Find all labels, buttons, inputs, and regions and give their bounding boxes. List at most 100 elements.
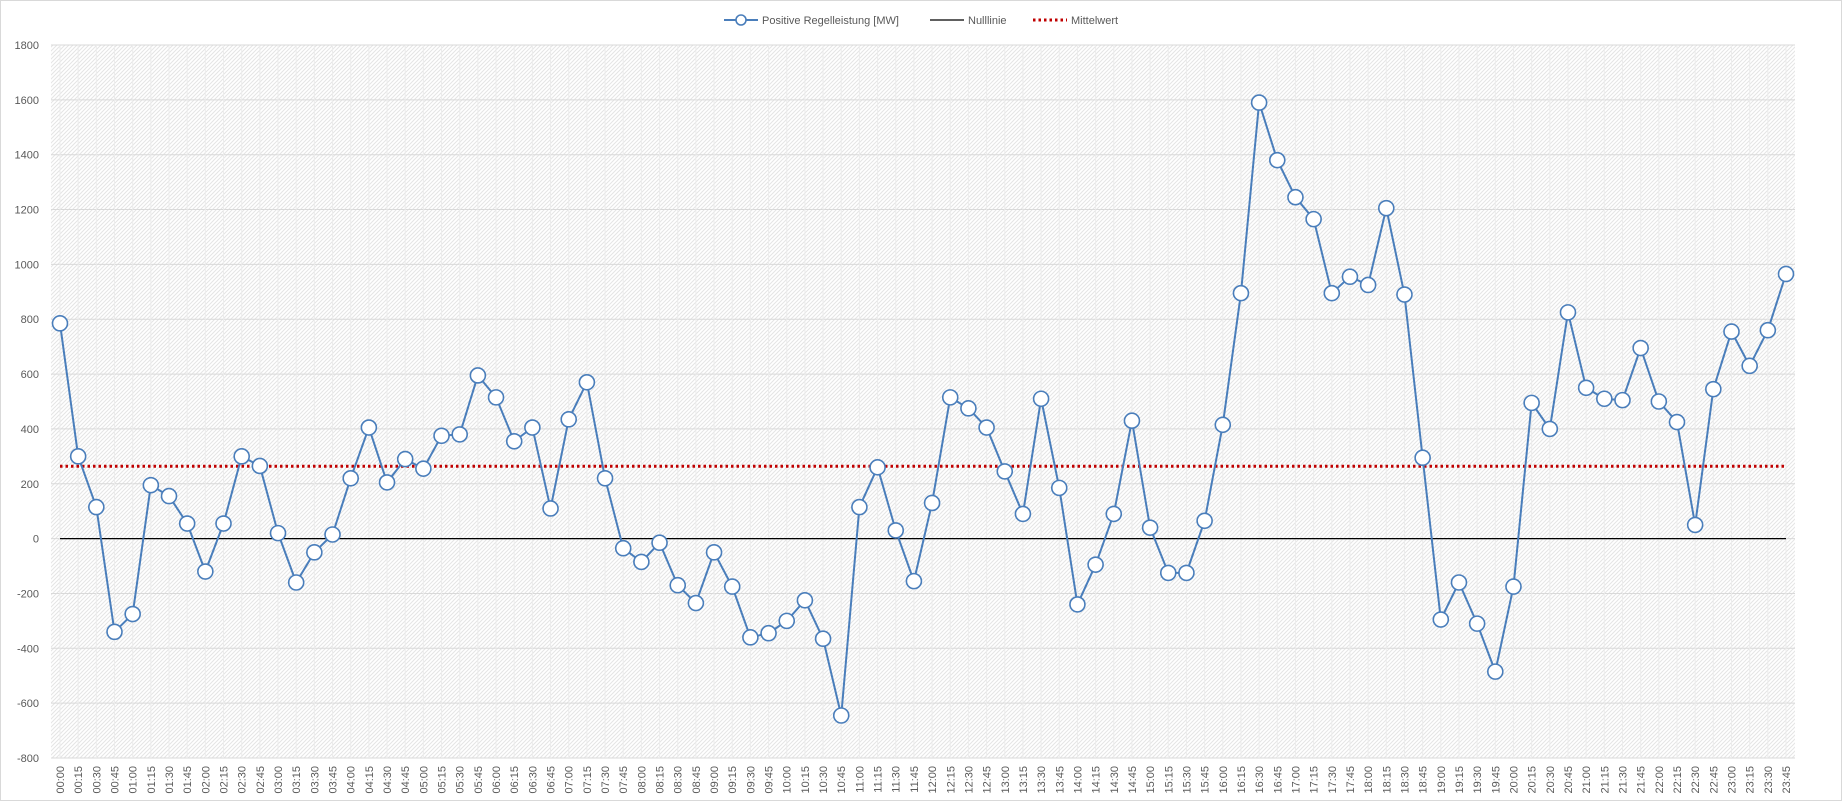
y-tick-label: 1200 — [15, 205, 39, 217]
data-point — [1741, 357, 1758, 375]
data-point — [197, 563, 214, 580]
data-point — [1287, 188, 1304, 206]
data-point — [342, 469, 359, 487]
y-tick-label: 800 — [21, 314, 39, 326]
data-point — [633, 553, 650, 571]
x-tick-label: 10:00 — [782, 766, 794, 794]
y-tick-label: -200 — [17, 588, 39, 600]
x-tick-label: 02:45 — [255, 766, 267, 794]
x-tick-label: 21:30 — [1617, 766, 1629, 794]
x-tick-label: 08:45 — [691, 766, 703, 794]
data-point — [1650, 393, 1668, 410]
data-point — [1250, 94, 1268, 111]
y-tick-label: -400 — [17, 643, 39, 655]
x-tick-label: 05:00 — [418, 766, 430, 794]
data-point — [1414, 449, 1431, 467]
data-point — [669, 576, 687, 594]
y-axis-tick-labels: -800 -600 -400 -200 0 200 400 600 800 1000 1200 140… — [15, 40, 39, 765]
x-tick-label: 02:30 — [237, 766, 249, 794]
x-tick-label: 04:00 — [346, 766, 358, 794]
x-tick-label: 16:30 — [1254, 766, 1266, 794]
data-point — [996, 463, 1014, 480]
x-tick-label: 05:30 — [455, 766, 467, 794]
x-tick-label: 19:00 — [1436, 766, 1448, 794]
data-point — [306, 544, 323, 561]
x-tick-label: 23:45 — [1781, 766, 1793, 794]
x-tick-label: 16:00 — [1218, 766, 1230, 794]
x-tick-label: 04:30 — [382, 766, 394, 794]
x-tick-label: 02:15 — [219, 766, 231, 794]
x-tick-label: 09:15 — [727, 766, 739, 794]
y-tick-label: -600 — [17, 698, 39, 710]
x-tick-label: 00:00 — [55, 766, 67, 794]
data-point — [1614, 391, 1631, 409]
x-tick-label: 20:15 — [1527, 766, 1539, 794]
data-point — [396, 450, 414, 468]
data-point — [832, 707, 850, 724]
data-point — [851, 498, 868, 516]
data-point — [1505, 578, 1522, 595]
y-tick-label: 200 — [21, 479, 39, 491]
x-tick-label: 06:15 — [509, 766, 521, 794]
series-data — [51, 94, 1795, 724]
data-point — [887, 522, 905, 539]
data-point — [941, 389, 959, 406]
data-point — [1377, 199, 1395, 217]
data-point — [324, 526, 341, 543]
data-point — [88, 498, 105, 516]
x-tick-label: 15:00 — [1145, 766, 1157, 794]
data-point — [1232, 284, 1250, 302]
x-tick-label: 07:00 — [564, 766, 576, 794]
legend: Positive Regelleistung [MW] Nulllinie Mitt… — [724, 14, 1118, 27]
plot-area-background — [51, 45, 1795, 758]
x-tick-label: 20:30 — [1545, 766, 1557, 794]
data-point — [1432, 611, 1450, 628]
data-point — [178, 515, 196, 532]
x-tick-label: 17:00 — [1290, 766, 1302, 794]
x-tick-label: 17:45 — [1345, 766, 1357, 794]
x-tick-label: 20:00 — [1508, 766, 1520, 794]
data-point — [415, 460, 432, 477]
data-point — [1123, 412, 1141, 429]
x-tick-label: 21:00 — [1581, 766, 1593, 794]
data-point — [760, 624, 777, 642]
x-tick-label: 11:15 — [873, 766, 885, 793]
x-tick-label: 13:00 — [1000, 766, 1012, 794]
x-tick-label: 22:45 — [1708, 766, 1720, 794]
x-tick-label: 18:15 — [1381, 766, 1393, 794]
data-point — [106, 623, 123, 641]
y-tick-label: 0 — [33, 534, 39, 546]
data-point — [469, 367, 487, 384]
x-axis-tick-labels: 00:00 00:15 00:30 00:45 01:00 01:15 01:30 01:45… — [55, 766, 1793, 794]
x-tick-label: 17:15 — [1309, 766, 1321, 794]
x-tick-label: 15:15 — [1163, 766, 1175, 794]
x-tick-label: 23:00 — [1726, 766, 1738, 794]
x-tick-label: 13:30 — [1036, 766, 1048, 794]
legend-swatch-marker — [735, 14, 747, 26]
x-tick-label: 10:15 — [800, 766, 812, 794]
data-point — [69, 448, 87, 465]
x-tick-label: 13:15 — [1018, 766, 1030, 794]
y-tick-label: 1600 — [15, 95, 39, 107]
data-point — [142, 476, 160, 494]
x-tick-label: 16:45 — [1272, 766, 1284, 794]
data-point — [1105, 505, 1123, 523]
data-point — [1487, 663, 1504, 680]
data-point — [1359, 276, 1377, 294]
data-point — [233, 448, 250, 465]
x-tick-label: 09:00 — [709, 766, 721, 794]
data-point — [1686, 516, 1704, 534]
x-tick-label: 08:30 — [673, 766, 685, 794]
data-point — [1523, 394, 1540, 412]
data-point — [778, 612, 796, 630]
x-tick-label: 15:30 — [1181, 766, 1193, 794]
x-tick-label: 09:45 — [764, 766, 776, 794]
x-tick-label: 06:00 — [491, 766, 503, 794]
data-point — [251, 457, 269, 475]
legend-label-zero: Nulllinie — [968, 15, 1007, 27]
data-point — [1159, 564, 1177, 582]
data-point — [1341, 268, 1359, 286]
data-point — [1069, 596, 1086, 613]
